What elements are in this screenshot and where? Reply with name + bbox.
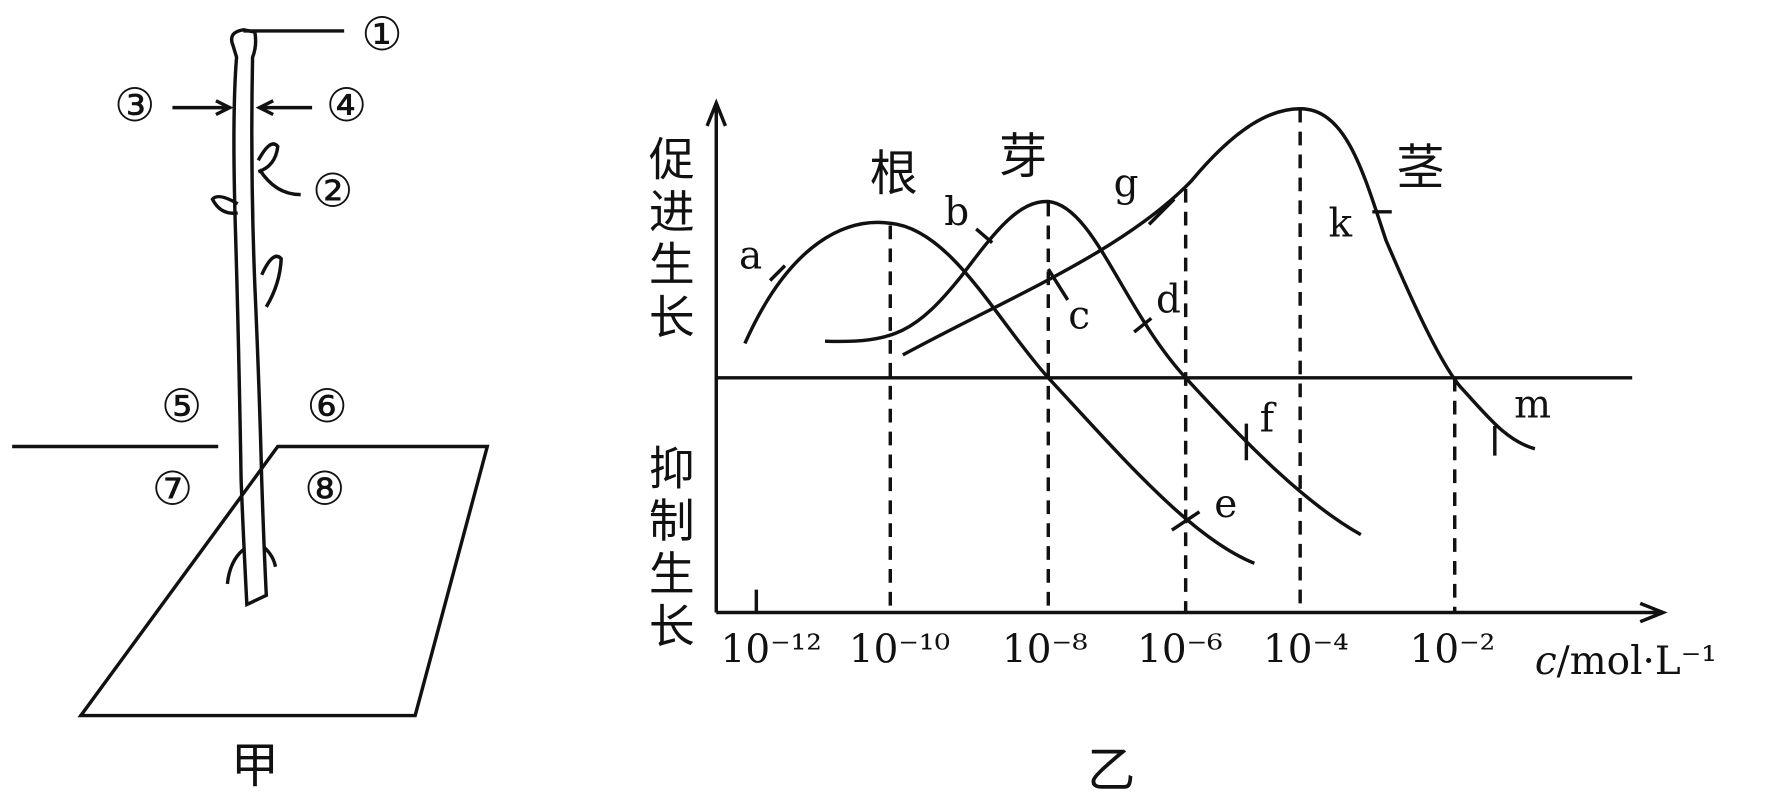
bud xyxy=(210,194,239,215)
curve-label: 茎 xyxy=(1396,140,1444,196)
roots xyxy=(225,545,278,585)
label: ⑧ xyxy=(304,461,345,515)
label: ⑦ xyxy=(152,461,193,515)
y-label: 抑制生长 xyxy=(642,444,696,655)
arrow xyxy=(172,99,234,117)
y-label: 促进生长 xyxy=(642,135,696,346)
point-label: e xyxy=(1214,482,1237,527)
point-label: f xyxy=(1260,396,1277,441)
point-label: a xyxy=(739,234,762,279)
pot xyxy=(12,444,490,718)
point-label: k xyxy=(1328,202,1352,247)
curve-label: 根 xyxy=(870,146,918,202)
bud xyxy=(260,254,283,308)
arrow xyxy=(255,99,313,117)
x-variable: c xyxy=(1535,639,1557,684)
label: ④ xyxy=(326,78,367,132)
label: ⑥ xyxy=(306,379,347,433)
x-tick-label: 10⁻⁶ xyxy=(1137,628,1223,673)
caption: 乙 xyxy=(1087,742,1135,798)
point-label: m xyxy=(1514,383,1551,428)
bud xyxy=(256,142,280,174)
leader-line xyxy=(257,168,301,197)
point-label: g xyxy=(1114,162,1139,207)
y-axis xyxy=(705,98,728,613)
curve-label: 芽 xyxy=(999,129,1047,185)
x-unit: /mol·L⁻¹ xyxy=(1557,639,1717,684)
x-axis-label: c/mol·L⁻¹ xyxy=(1535,639,1717,684)
point-marker xyxy=(768,197,1497,532)
point-label: c xyxy=(1068,293,1090,338)
label: ⑤ xyxy=(161,379,202,433)
dashed-guide xyxy=(888,108,1457,613)
curve-figure: 促进生长 抑制生长 10⁻¹² 10⁻¹⁰ 10⁻⁸ 10⁻⁶ 10⁻⁴ 10⁻… xyxy=(642,98,1717,798)
label: ③ xyxy=(114,78,155,132)
plant-figure: ① ② ③ ④ ⑤ ⑥ ⑦ ⑧ 甲 xyxy=(12,7,490,794)
point-label: b xyxy=(944,190,969,235)
x-tick-label: 10⁻⁴ xyxy=(1263,628,1349,673)
x-tick-label: 10⁻¹² xyxy=(721,628,822,673)
stem-curve xyxy=(902,107,1536,451)
x-tick-label: 10⁻¹⁰ xyxy=(849,628,950,673)
x-axis xyxy=(716,601,1668,624)
root-curve xyxy=(743,220,1256,565)
stem xyxy=(229,28,269,608)
label: ① xyxy=(361,7,402,61)
bud-curve xyxy=(824,199,1362,537)
point-label: d xyxy=(1156,277,1181,322)
x-tick-label: 10⁻⁸ xyxy=(1002,628,1088,673)
caption: 甲 xyxy=(231,738,279,794)
x-tick-label: 10⁻² xyxy=(1410,628,1496,673)
label: ② xyxy=(312,164,353,218)
